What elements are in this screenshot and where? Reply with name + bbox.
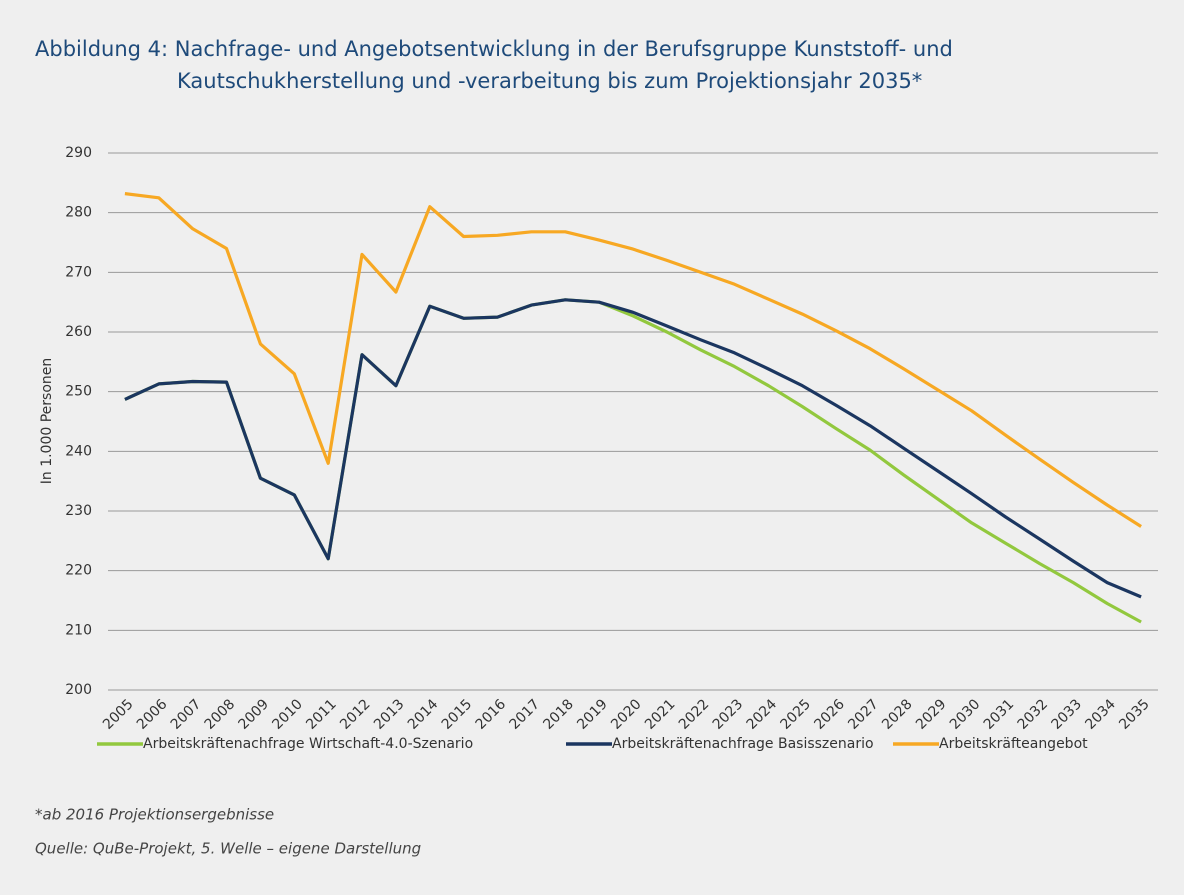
y-axis-label: In 1.000 Personen [39, 358, 55, 485]
y-tick-label: 200 [65, 682, 92, 698]
y-tick-label: 250 [65, 384, 92, 400]
y-tick-label: 240 [65, 443, 92, 459]
chart-title: Abbildung 4: Nachfrage- und Angebotsentw… [35, 37, 953, 61]
series-line [124, 298, 1142, 599]
legend-label: Arbeitskräftenachfrage Wirtschaft-4.0-Sz… [143, 736, 473, 752]
legend-label: Arbeitskräftenachfrage Basisszenario [612, 736, 874, 752]
legend-label: Arbeitskräfteangebot [939, 736, 1088, 752]
series-line [124, 192, 1142, 528]
footnote: Quelle: QuBe-Projekt, 5. Welle – eigene … [35, 840, 421, 858]
chart-title: Kautschukherstellung und -verarbeitung b… [177, 69, 922, 93]
y-tick-label: 260 [65, 324, 92, 340]
y-tick-label: 290 [65, 145, 92, 161]
y-tick-label: 280 [65, 205, 92, 221]
y-tick-label: 220 [65, 563, 92, 579]
y-tick-label: 230 [65, 503, 92, 519]
y-tick-label: 270 [65, 264, 92, 280]
footnote: *ab 2016 Projektionsergebnisse [35, 806, 274, 824]
y-tick-label: 210 [65, 622, 92, 638]
